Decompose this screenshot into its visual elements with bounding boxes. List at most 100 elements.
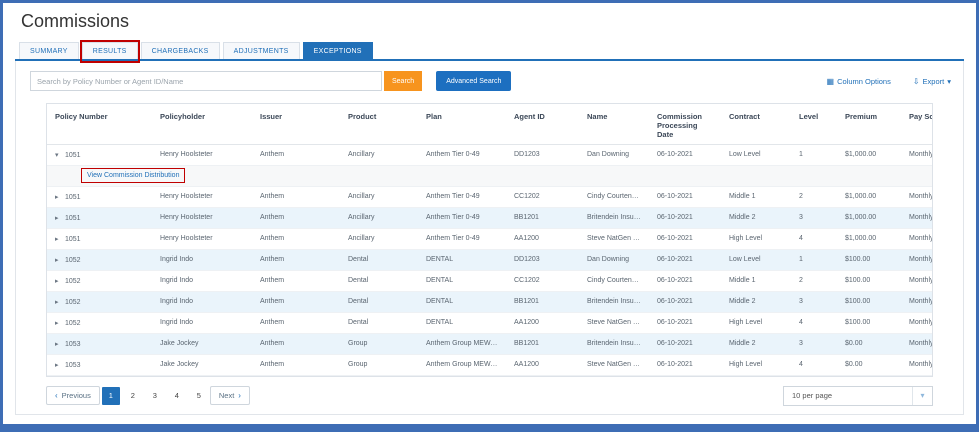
- cell-name: Cindy Courtensiaria: [579, 270, 649, 292]
- next-label: Next: [218, 391, 235, 400]
- export-button[interactable]: ⇩ Export ▾: [913, 77, 951, 86]
- search-input[interactable]: [30, 71, 382, 91]
- cell-premium: $1,000.00: [837, 186, 901, 208]
- cell-pay-schedule: Monthly: [901, 333, 932, 355]
- table-row[interactable]: ▸ 1052 Ingrid Indo Anthem Dental DENTAL D…: [47, 249, 932, 271]
- cell-agent-id: DD1203: [506, 249, 579, 271]
- expand-chevron-icon[interactable]: ▸: [55, 298, 59, 306]
- previous-page-button[interactable]: ‹ Previous: [46, 386, 100, 405]
- expand-chevron-icon[interactable]: ▸: [55, 214, 59, 222]
- tab-adjustments[interactable]: ADJUSTMENTS: [222, 42, 300, 59]
- tab-summary[interactable]: SUMMARY: [19, 42, 79, 59]
- table-horizontal-scroll[interactable]: Policy Number Policyholder Issuer Produc…: [46, 103, 933, 377]
- table-row[interactable]: ▸ 1051 Henry Hoolsteter Anthem Ancillary …: [47, 228, 932, 250]
- cell-name: Britendein Insurance: [579, 207, 649, 229]
- chevron-right-icon: ›: [238, 391, 241, 400]
- results-table: Policy Number Policyholder Issuer Produc…: [47, 104, 932, 376]
- cell-agent-id: BB1201: [506, 333, 579, 355]
- cell-issuer: Anthem: [252, 270, 340, 292]
- results-table-block: Policy Number Policyholder Issuer Produc…: [46, 103, 933, 377]
- page-button-2[interactable]: 2: [130, 391, 135, 400]
- tab-results-label: RESULTS: [92, 48, 127, 55]
- expand-chevron-icon[interactable]: ▸: [55, 256, 59, 264]
- tab-exceptions[interactable]: EXCEPTIONS: [302, 42, 373, 59]
- cell-premium: $100.00: [837, 291, 901, 313]
- results-panel: Search Advanced Search ▦ Column Options …: [15, 61, 964, 415]
- cell-pay-schedule: Monthly: [901, 249, 932, 271]
- cell-processing-date: 06-10-2021: [649, 207, 721, 229]
- page-title: Commissions: [21, 11, 130, 31]
- cell-name: Steve NatGen Co: [579, 312, 649, 334]
- policy-number-value: 1052: [65, 277, 81, 285]
- column-options-button[interactable]: ▦ Column Options: [827, 77, 891, 86]
- cell-plan: Anthem Group MEWA Memba...: [418, 333, 506, 355]
- cell-plan: Anthem Tier 0-49: [418, 186, 506, 208]
- search-bar: Search Advanced Search ▦ Column Options …: [24, 69, 955, 93]
- expand-chevron-icon[interactable]: ▸: [55, 193, 59, 201]
- table-row[interactable]: ▸ 1052 Ingrid Indo Anthem Dental DENTAL B…: [47, 291, 932, 313]
- cell-contract: High Level: [721, 312, 791, 334]
- cell-product: Dental: [340, 312, 418, 334]
- cell-contract: High Level: [721, 228, 791, 250]
- tab-bar: SUMMARY RESULTS CHARGEBACKS ADJUSTMENTS …: [15, 40, 964, 63]
- cell-product: Group: [340, 354, 418, 376]
- expand-chevron-icon[interactable]: ▸: [55, 361, 59, 369]
- tab-chargebacks[interactable]: CHARGEBACKS: [140, 42, 220, 59]
- expand-chevron-icon[interactable]: ▸: [55, 235, 59, 243]
- cell-product: Dental: [340, 270, 418, 292]
- per-page-value: 10 per page: [792, 391, 833, 400]
- policy-number-value: 1052: [65, 319, 81, 327]
- tab-results[interactable]: RESULTS: [79, 40, 140, 63]
- page-button-4[interactable]: 4: [174, 391, 179, 400]
- cell-contract: Low Level: [721, 144, 791, 166]
- next-page-button[interactable]: Next ›: [209, 386, 250, 405]
- cell-product: Ancillary: [340, 228, 418, 250]
- table-row[interactable]: ▸ 1052 Ingrid Indo Anthem Dental DENTAL A…: [47, 312, 932, 334]
- cell-pay-schedule: Monthly: [901, 144, 932, 166]
- search-button[interactable]: Search: [384, 71, 423, 91]
- cell-plan: DENTAL: [418, 270, 506, 292]
- cell-processing-date: 06-10-2021: [649, 312, 721, 334]
- cell-policyholder: Ingrid Indo: [152, 270, 252, 292]
- column-options-label: Column Options: [837, 76, 891, 86]
- page-button-5[interactable]: 5: [196, 391, 201, 400]
- cell-level: 1: [791, 144, 837, 166]
- table-row[interactable]: ▸ 1052 Ingrid Indo Anthem Dental DENTAL C…: [47, 270, 932, 292]
- table-row[interactable]: ▾ 1051 Henry Hoolsteter Anthem Ancillary …: [47, 144, 932, 166]
- table-row[interactable]: ▸ 1051 Henry Hoolsteter Anthem Ancillary …: [47, 186, 932, 208]
- cell-agent-id: AA1200: [506, 312, 579, 334]
- cell-level: 1: [791, 249, 837, 271]
- cell-product: Ancillary: [340, 207, 418, 229]
- advanced-search-button[interactable]: Advanced Search: [436, 71, 512, 91]
- cell-processing-date: 06-10-2021: [649, 354, 721, 376]
- page-button-1[interactable]: 1: [101, 386, 120, 405]
- table-row[interactable]: ▸ 1053 Jake Jockey Anthem Group Anthem Gr…: [47, 354, 932, 376]
- page-button-3[interactable]: 3: [152, 391, 157, 400]
- cell-issuer: Anthem: [252, 207, 340, 229]
- cell-name: Britendein Insurance: [579, 291, 649, 313]
- column-header-agent-id: Agent ID: [506, 104, 579, 145]
- cell-pay-schedule: Monthly: [901, 228, 932, 250]
- cell-contract: Low Level: [721, 249, 791, 271]
- cell-policyholder: Jake Jockey: [152, 354, 252, 376]
- per-page-select[interactable]: 10 per page ▾: [783, 385, 933, 406]
- expand-chevron-icon[interactable]: ▸: [55, 277, 59, 285]
- cell-processing-date: 06-10-2021: [649, 186, 721, 208]
- cell-contract: Middle 2: [721, 291, 791, 313]
- view-commission-distribution-link[interactable]: View Commission Distribution: [87, 172, 180, 179]
- expand-chevron-icon[interactable]: ▸: [55, 319, 59, 327]
- cell-issuer: Anthem: [252, 333, 340, 355]
- cell-issuer: Anthem: [252, 144, 340, 166]
- table-row[interactable]: ▸ 1051 Henry Hoolsteter Anthem Ancillary …: [47, 207, 932, 229]
- column-options-icon: ▦: [826, 76, 835, 86]
- expand-chevron-icon[interactable]: ▾: [55, 151, 59, 159]
- cell-plan: DENTAL: [418, 291, 506, 313]
- cell-policy-number: ▸ 1052: [47, 270, 152, 292]
- cell-policyholder: Henry Hoolsteter: [152, 228, 252, 250]
- cell-processing-date: 06-10-2021: [649, 249, 721, 271]
- cell-level: 3: [791, 291, 837, 313]
- expand-chevron-icon[interactable]: ▸: [55, 340, 59, 348]
- table-row[interactable]: ▸ 1053 Jake Jockey Anthem Group Anthem Gr…: [47, 333, 932, 355]
- cell-name: Dan Downing: [579, 144, 649, 166]
